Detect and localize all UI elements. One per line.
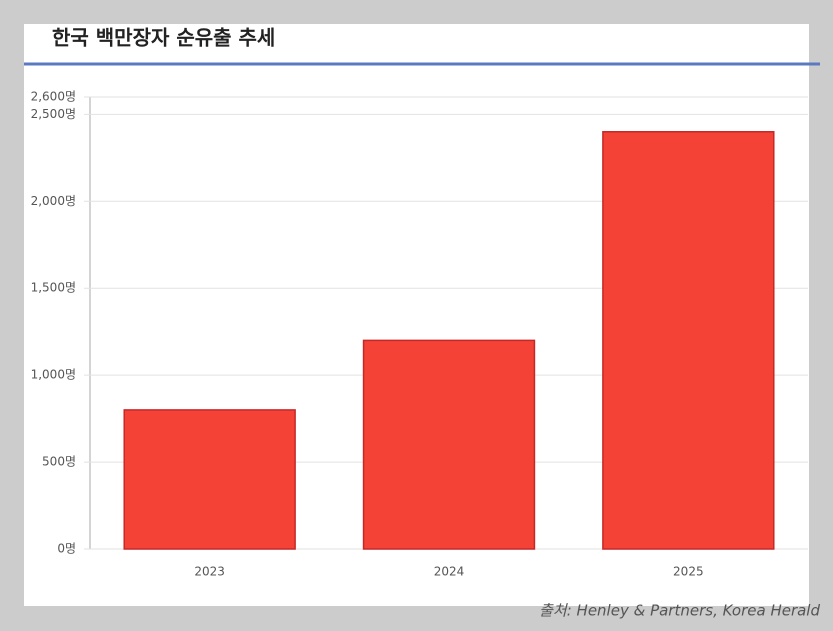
x-tick-label: 2023 <box>194 565 225 579</box>
bar <box>362 339 536 550</box>
y-tick-label: 500명 <box>42 455 76 469</box>
x-tick-label: 2025 <box>673 565 704 579</box>
bar <box>602 131 775 550</box>
y-tick-label: 1,500명 <box>31 281 76 295</box>
bar <box>123 409 296 550</box>
y-tick-label: 2,600명 <box>31 90 76 104</box>
y-tick-label: 1,000명 <box>31 368 76 382</box>
y-tick-label: 2,500명 <box>31 107 76 121</box>
y-tick-label: 2,000명 <box>31 194 76 208</box>
x-tick-label: 2024 <box>434 565 465 579</box>
chart-title: 한국 백만장자 순유출 추세 <box>52 26 275 50</box>
y-tick-label: 0명 <box>57 542 76 556</box>
source-note: 출처: Henley & Partners, Korea Herald <box>539 602 820 620</box>
